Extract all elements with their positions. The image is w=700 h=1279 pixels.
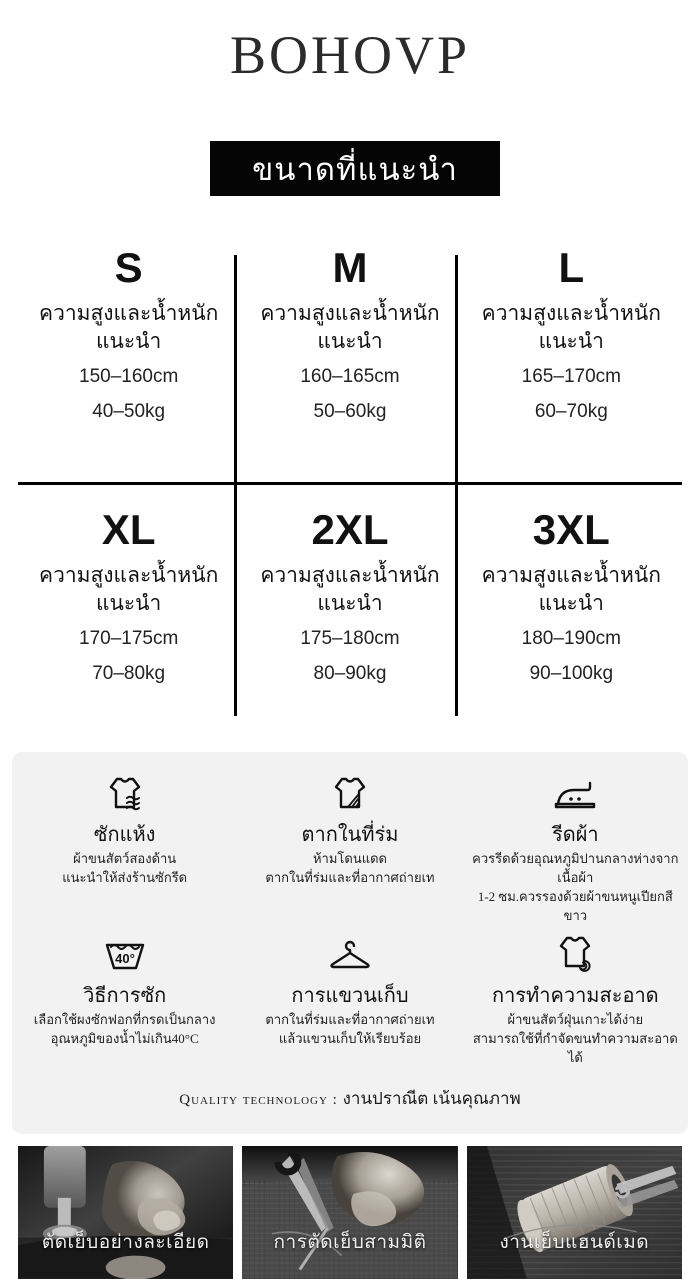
care-title: รีดผ้า <box>551 824 599 846</box>
size-weight: 90–100kg <box>529 662 614 684</box>
section-banner-recommended-size: ขนาดที่แนะนำ <box>210 141 500 196</box>
quality-separator: : <box>327 1092 343 1108</box>
size-chart-table: S ความสูงและน้ำหนักแนะนำ 150–160cm 40–50… <box>18 240 682 720</box>
size-cell-xl: XL ความสูงและน้ำหนักแนะนำ 170–175cm 70–8… <box>18 480 239 720</box>
size-cell-s: S ความสูงและน้ำหนักแนะนำ 150–160cm 40–50… <box>18 240 239 480</box>
size-recommend-label: ความสูงและน้ำหนักแนะนำ <box>260 301 440 354</box>
care-description: ผ้าขนสัตว์สองด้าน แนะนำให้ส่งร้านซักรีด <box>62 851 188 885</box>
size-weight: 70–80kg <box>92 662 166 684</box>
care-item-cleaning: การทำความสะอาด ผ้าขนสัตว์ฝุ่นเกาะได้ง่าย… <box>463 931 688 1068</box>
size-label: S <box>114 244 143 291</box>
size-weight: 60–70kg <box>534 400 608 422</box>
care-item-iron: รีดผ้า ควรรีดด้วยอุณหภูมิปานกลางห่างจากเ… <box>463 770 688 925</box>
quality-technology-line: Quality technology : งานปราณีต เน้นคุณภา… <box>0 1085 700 1112</box>
photo-caption: งานเย็บแฮนด์เมด <box>499 1232 650 1253</box>
banner-label: ขนาดที่แนะนำ <box>252 151 458 187</box>
craftsmanship-photo-strip: ตัดเย็บอย่างละเอียด <box>18 1146 682 1279</box>
quality-label-en: Quality technology <box>179 1092 328 1108</box>
photo-scissors-cutting: การตัดเย็บสามมิติ <box>242 1146 458 1279</box>
size-cell-m: M ความสูงและน้ำหนักแนะนำ 160–165cm 50–60… <box>239 240 460 480</box>
care-description: ผ้าขนสัตว์ฝุ่นเกาะได้ง่าย สามารถใช้ที่กำ… <box>472 1012 678 1066</box>
size-weight: 40–50kg <box>92 400 166 422</box>
iron-icon <box>467 770 684 818</box>
care-title: ซักแห้ง <box>93 824 156 846</box>
size-cell-2xl: 2XL ความสูงและน้ำหนักแนะนำ 175–180cm 80–… <box>239 480 460 720</box>
size-height: 170–175cm <box>79 627 179 649</box>
care-item-hanging-storage: การแขวนเก็บ ตากในที่ร่มและที่อากาศถ่ายเท… <box>237 931 462 1068</box>
size-weight: 80–90kg <box>313 662 387 684</box>
table-horizontal-divider <box>18 482 682 485</box>
size-recommend-label: ความสูงและน้ำหนักแนะนำ <box>39 563 219 616</box>
size-label: 3XL <box>532 506 610 553</box>
dry-clean-shirt-icon <box>16 770 233 818</box>
photo-caption: การตัดเย็บสามมิติ <box>273 1232 427 1253</box>
size-height: 150–160cm <box>79 365 179 387</box>
care-instructions-panel: ซักแห้ง ผ้าขนสัตว์สองด้าน แนะนำให้ส่งร้า… <box>12 752 688 1134</box>
size-height: 180–190cm <box>521 627 621 649</box>
photo-sewing-machine: ตัดเย็บอย่างละเอียด <box>18 1146 234 1279</box>
size-recommend-label: ความสูงและน้ำหนักแนะนำ <box>481 301 661 354</box>
photo-caption: ตัดเย็บอย่างละเอียด <box>41 1232 210 1253</box>
care-description: ห้ามโดนแดด ตากในที่ร่มและที่อากาศถ่ายเท <box>265 851 435 885</box>
size-label: XL <box>101 506 156 553</box>
care-title: วิธีการซัก <box>83 985 167 1008</box>
wash-temp-label: 40° <box>115 951 135 966</box>
care-description: ตากในที่ร่มและที่อากาศถ่ายเท แล้วแขวนเก็… <box>265 1012 435 1047</box>
care-item-wash-method: 40° วิธีการซัก เลือกใช้ผงซักฟอกที่กรดเป็… <box>12 931 237 1068</box>
size-recommend-label: ความสูงและน้ำหนักแนะนำ <box>260 563 440 616</box>
size-chart-grid: S ความสูงและน้ำหนักแนะนำ 150–160cm 40–50… <box>18 240 682 720</box>
scissors-cutting-photo <box>242 1146 458 1279</box>
size-height: 160–165cm <box>300 365 400 387</box>
size-height: 165–170cm <box>521 365 621 387</box>
quality-label-th: งานปราณีต เน้นคุณภาพ <box>342 1089 521 1108</box>
care-title: ตากในที่ร่ม <box>301 824 399 846</box>
care-item-dry-in-shade: ตากในที่ร่ม ห้ามโดนแดด ตากในที่ร่มและที่… <box>237 770 462 925</box>
dry-in-shade-shirt-icon <box>241 770 458 818</box>
brand-title: BOHOVP <box>229 25 471 85</box>
wash-basin-40-icon: 40° <box>16 931 233 979</box>
size-label: M <box>332 244 368 291</box>
size-height: 175–180cm <box>300 627 400 649</box>
size-recommend-label: ความสูงและน้ำหนักแนะนำ <box>39 301 219 354</box>
care-item-dry-clean: ซักแห้ง ผ้าขนสัตว์สองด้าน แนะนำให้ส่งร้า… <box>12 770 237 925</box>
hanger-icon <box>241 931 458 979</box>
size-cell-l: L ความสูงและน้ำหนักแนะนำ 165–170cm 60–70… <box>461 240 682 480</box>
size-label: L <box>558 244 585 291</box>
care-title: การแขวนเก็บ <box>291 985 409 1008</box>
sewing-machine-photo <box>18 1146 234 1279</box>
size-label: 2XL <box>311 506 389 553</box>
size-weight: 50–60kg <box>313 400 387 422</box>
care-instructions-grid: ซักแห้ง ผ้าขนสัตว์สองด้าน แนะนำให้ส่งร้า… <box>12 770 688 1068</box>
thread-spool-photo <box>466 1146 682 1279</box>
care-title: การทำความสะอาด <box>491 985 659 1008</box>
size-cell-3xl: 3XL ความสูงและน้ำหนักแนะนำ 180–190cm 90–… <box>461 480 682 720</box>
size-recommend-label: ความสูงและน้ำหนักแนะนำ <box>481 563 661 616</box>
table-vertical-divider-1 <box>234 255 237 716</box>
lint-remove-shirt-icon <box>467 931 684 979</box>
care-description: เลือกใช้ผงซักฟอกที่กรดเป็นกลาง อุณหภูมิข… <box>33 1012 216 1047</box>
table-vertical-divider-2 <box>455 255 458 716</box>
care-description: ควรรีดด้วยอุณหภูมิปานกลางห่างจากเนื้อผ้า… <box>472 851 679 923</box>
photo-thread-spool: งานเย็บแฮนด์เมด <box>466 1146 682 1279</box>
